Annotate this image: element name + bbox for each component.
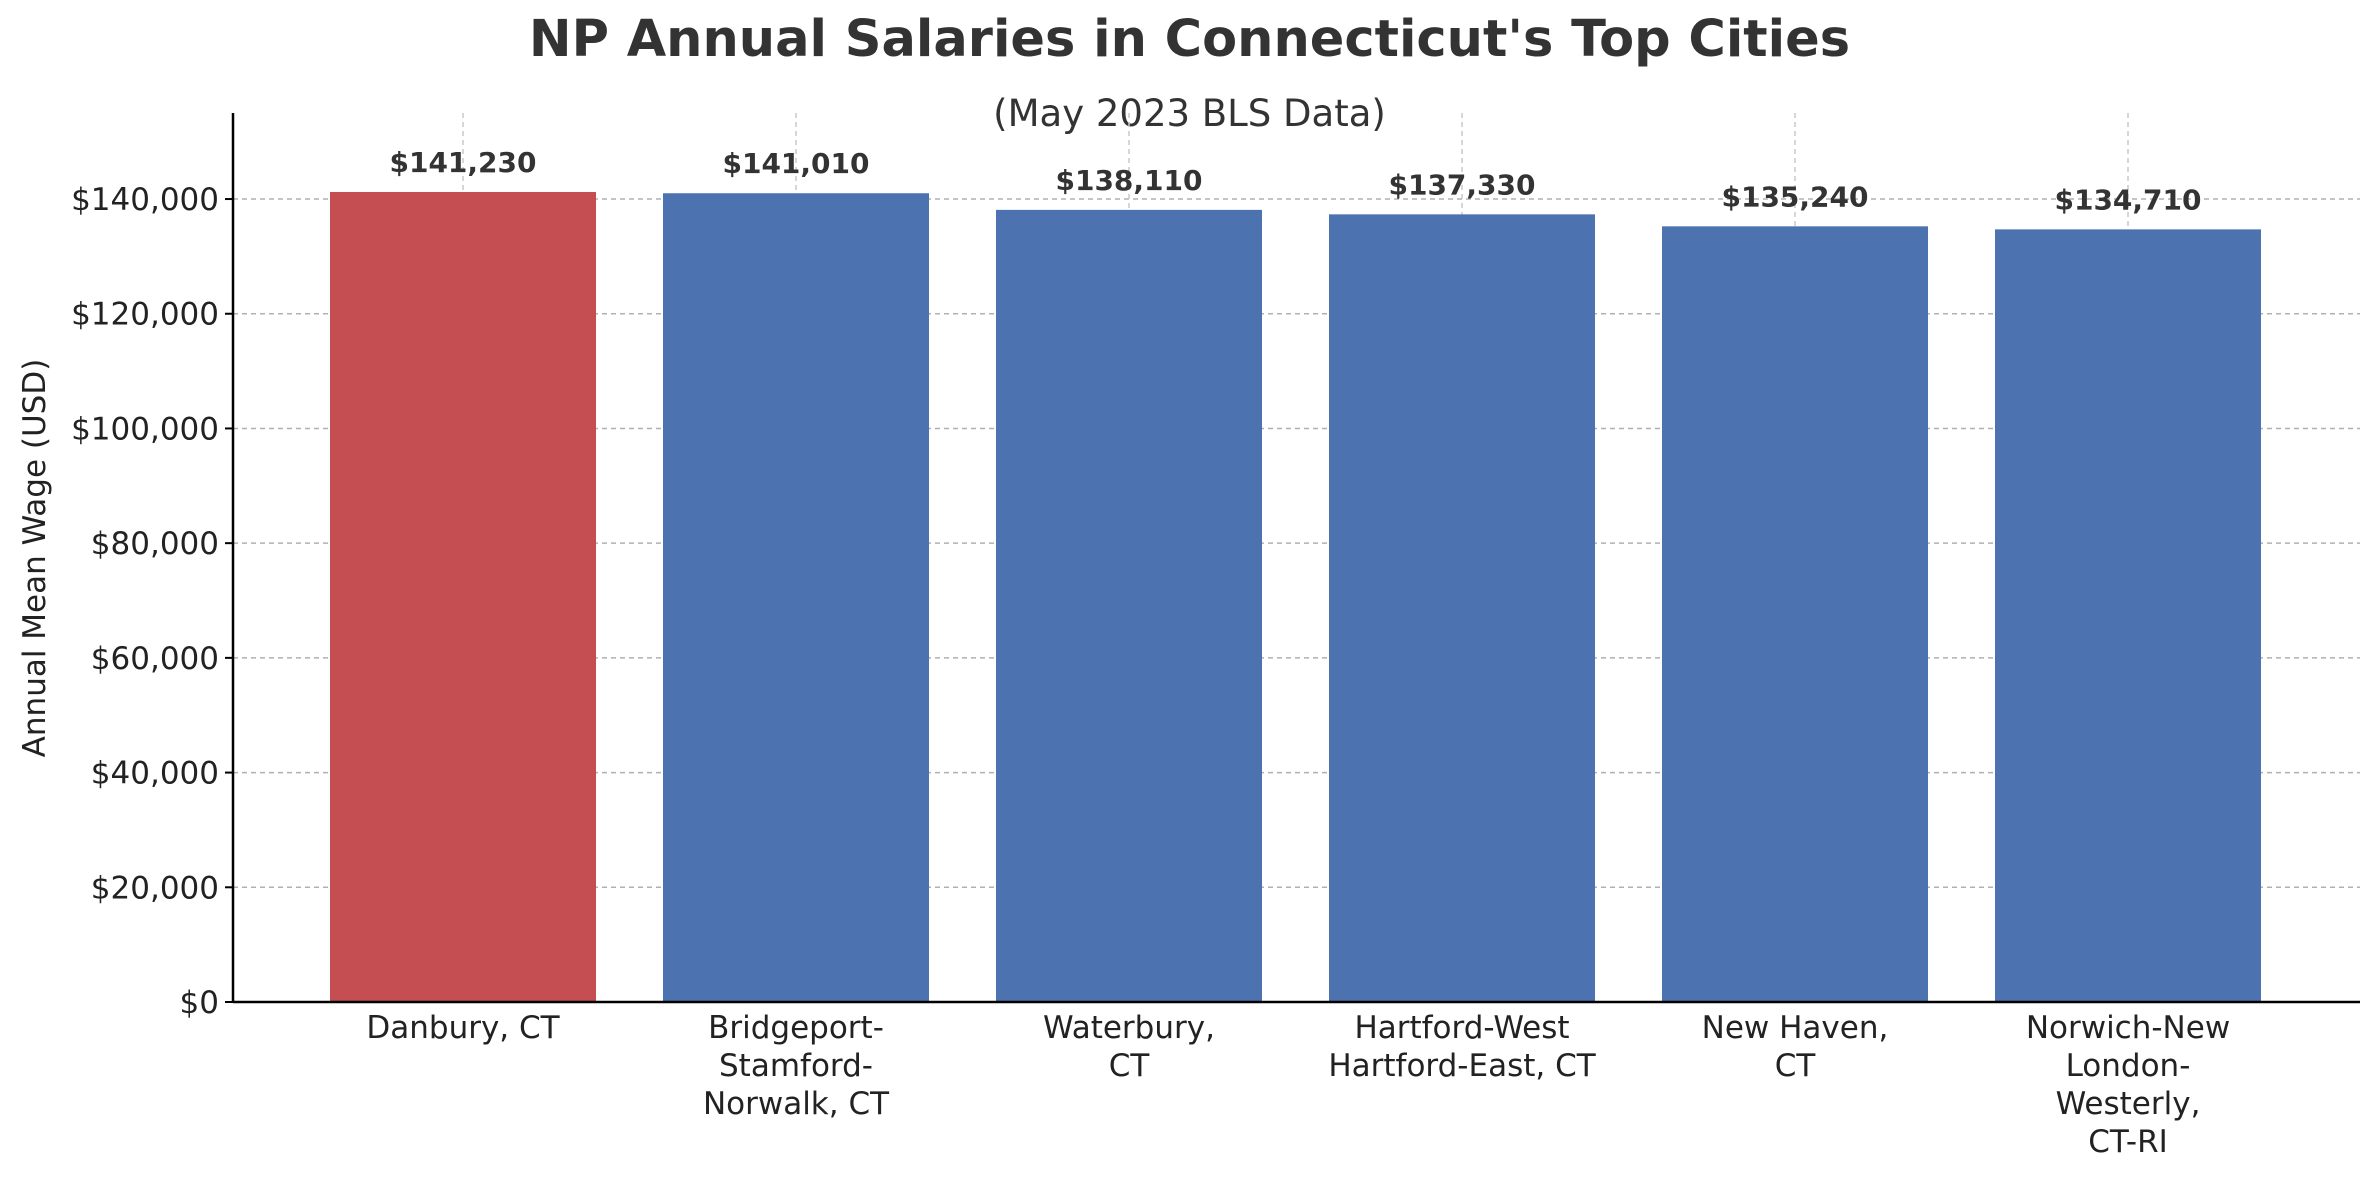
x-tick-label: CT-RI — [2088, 1124, 2168, 1160]
x-tick-label: Stamford- — [719, 1048, 873, 1084]
y-tick-label: $100,000 — [71, 411, 219, 447]
x-tick-label: Waterbury, — [1043, 1010, 1215, 1046]
y-tick-label: $40,000 — [91, 756, 219, 792]
bar — [1662, 226, 1928, 1003]
x-tick-label: Hartford-East, CT — [1328, 1048, 1596, 1084]
chart-subtitle: (May 2023 BLS Data) — [993, 92, 1386, 135]
data-label: $141,010 — [722, 147, 869, 180]
bar — [663, 193, 929, 1002]
y-tick-label: $140,000 — [71, 182, 219, 218]
data-label: $135,240 — [1721, 180, 1868, 213]
x-tick-label: CT — [1109, 1048, 1151, 1084]
y-tick-label: $20,000 — [91, 870, 219, 906]
y-tick-label: $60,000 — [91, 641, 219, 677]
data-label: $137,330 — [1388, 168, 1535, 201]
x-tick-label: Danbury, CT — [366, 1010, 560, 1046]
x-tick-label: Bridgeport- — [708, 1010, 884, 1046]
y-axis-label: Annual Mean Wage (USD) — [17, 359, 53, 758]
bar — [1995, 229, 2261, 1002]
x-tick-label: New Haven, — [1702, 1010, 1889, 1046]
x-tick-label: CT — [1775, 1048, 1817, 1084]
bar — [330, 191, 596, 1003]
x-tick-label: London- — [2066, 1048, 2191, 1084]
bar — [996, 209, 1262, 1003]
bar — [1329, 214, 1595, 1002]
x-tick-label: Hartford-West — [1354, 1010, 1569, 1046]
data-label: $138,110 — [1055, 164, 1202, 197]
x-tick-label: Westerly, — [2056, 1086, 2201, 1122]
y-tick-label: $80,000 — [91, 526, 219, 562]
x-tick-label: Norwalk, CT — [703, 1086, 890, 1122]
chart-title: NP Annual Salaries in Connecticut's Top … — [528, 10, 1851, 69]
data-label: $134,710 — [2054, 183, 2201, 216]
x-tick-label: Norwich-New — [2026, 1010, 2230, 1046]
y-tick-label: $120,000 — [71, 297, 219, 333]
y-tick-label: $0 — [180, 985, 219, 1021]
data-label: $141,230 — [389, 146, 536, 179]
